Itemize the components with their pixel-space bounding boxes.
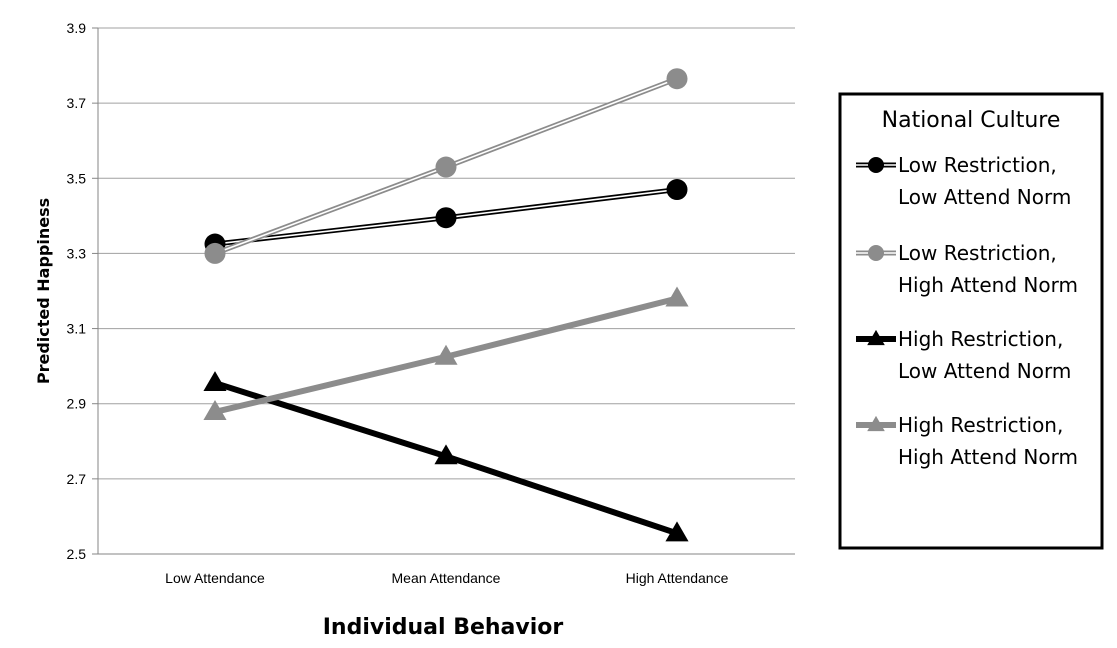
data-point-low-restriction-high-norm [204, 242, 226, 264]
legend-label: High Attend Norm [898, 273, 1078, 297]
legend-item-high-restriction-low-norm: High Restriction, Low Attend Norm [856, 327, 1071, 383]
series-low-restriction-low-norm [204, 179, 688, 255]
x-tick-labels: Low Attendance Mean Attendance High Attend… [165, 570, 728, 586]
legend-box [838, 92, 1104, 550]
legend-swatch-marker [867, 329, 885, 346]
y-tick-label: 3.9 [67, 20, 87, 36]
y-tick-label: 3.3 [67, 245, 87, 261]
y-tick-label: 2.9 [67, 396, 87, 412]
x-axis-title: Individual Behavior [323, 615, 564, 640]
y-tick-label: 2.7 [67, 471, 87, 487]
y-tick-labels: 2.5 2.7 2.9 3.1 3.3 3.5 3.7 3.9 [67, 20, 87, 562]
data-point-high-restriction-low-norm [434, 444, 458, 465]
data-point-high-restriction-low-norm [665, 521, 689, 542]
legend-label: Low Restriction, [898, 241, 1057, 265]
legend: National Culture Low Restriction, Low Att… [838, 92, 1104, 550]
data-point-low-restriction-low-norm [666, 179, 688, 201]
legend-swatch-marker [868, 245, 884, 261]
data-point-high-restriction-high-norm [203, 400, 227, 420]
series-lines [203, 68, 689, 542]
data-point-low-restriction-low-norm [435, 207, 457, 229]
legend-title: National Culture [882, 108, 1061, 133]
legend-label: Low Attend Norm [898, 185, 1071, 209]
legend-label: High Restriction, [898, 413, 1063, 437]
legend-label: High Restriction, [898, 327, 1063, 351]
y-axis-title: Predicted Happiness [34, 198, 53, 384]
series-high-restriction-high-norm [203, 286, 689, 420]
legend-swatch-marker [868, 157, 884, 173]
y-tick-label: 3.1 [67, 321, 87, 337]
legend-item-low-restriction-high-norm: Low Restriction, High Attend Norm [856, 241, 1078, 297]
data-point-high-restriction-high-norm [665, 286, 689, 307]
legend-swatch-marker [867, 415, 885, 432]
x-tick-label: Mean Attendance [392, 570, 501, 586]
series-low-restriction-high-norm [204, 68, 688, 264]
x-tick-label: Low Attendance [165, 570, 265, 586]
data-point-high-restriction-high-norm [434, 344, 458, 365]
grid-lines [92, 27, 795, 555]
legend-label: High Attend Norm [898, 445, 1078, 469]
y-tick-label: 2.5 [67, 546, 87, 562]
data-point-low-restriction-high-norm [666, 68, 688, 90]
legend-label: Low Attend Norm [898, 359, 1071, 383]
y-tick-label: 3.5 [67, 170, 87, 186]
y-tick-label: 3.7 [67, 95, 87, 111]
data-point-low-restriction-high-norm [435, 156, 457, 178]
legend-item-low-restriction-low-norm: Low Restriction, Low Attend Norm [856, 153, 1071, 209]
data-point-high-restriction-low-norm [203, 371, 227, 392]
series-high-restriction-low-norm [203, 371, 689, 542]
legend-item-high-restriction-high-norm: High Restriction, High Attend Norm [856, 413, 1078, 469]
legend-label: Low Restriction, [898, 153, 1057, 177]
x-tick-label: High Attendance [626, 570, 729, 586]
